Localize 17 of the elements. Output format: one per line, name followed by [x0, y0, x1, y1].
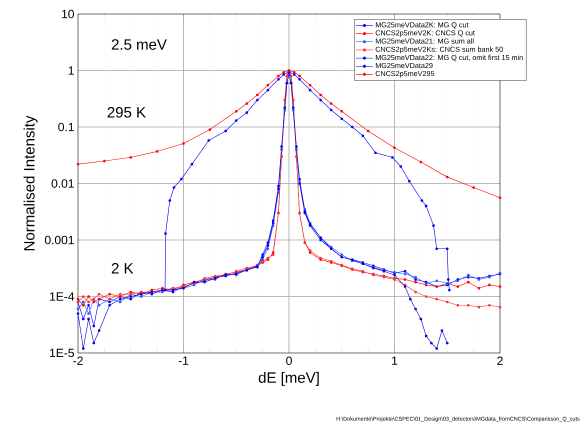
- y-tick-label: 10: [62, 10, 74, 18]
- y-tick-label: 0.1: [58, 122, 74, 132]
- x-axis-title: dE [meV]: [258, 372, 319, 386]
- y-axis-title: Normalised Intensity: [24, 116, 38, 250]
- annotation: 2 K: [112, 263, 134, 274]
- annotation: 295 K: [108, 106, 146, 118]
- y-tick-label: 0.01: [52, 179, 74, 188]
- x-tick-label: 2: [497, 356, 503, 365]
- x-tick-label: -1: [178, 356, 188, 365]
- y-tick-label: 1E-5: [50, 348, 74, 358]
- x-tick-label: 0: [286, 356, 292, 366]
- x-tick-label: -2: [73, 356, 83, 365]
- y-tick-label: 1E-4: [50, 292, 74, 301]
- x-tick-label: 1: [392, 356, 398, 365]
- y-tick-label: 1: [68, 66, 74, 75]
- y-tick-label: 0.001: [44, 236, 74, 244]
- annotation: 2.5 meV: [112, 39, 167, 50]
